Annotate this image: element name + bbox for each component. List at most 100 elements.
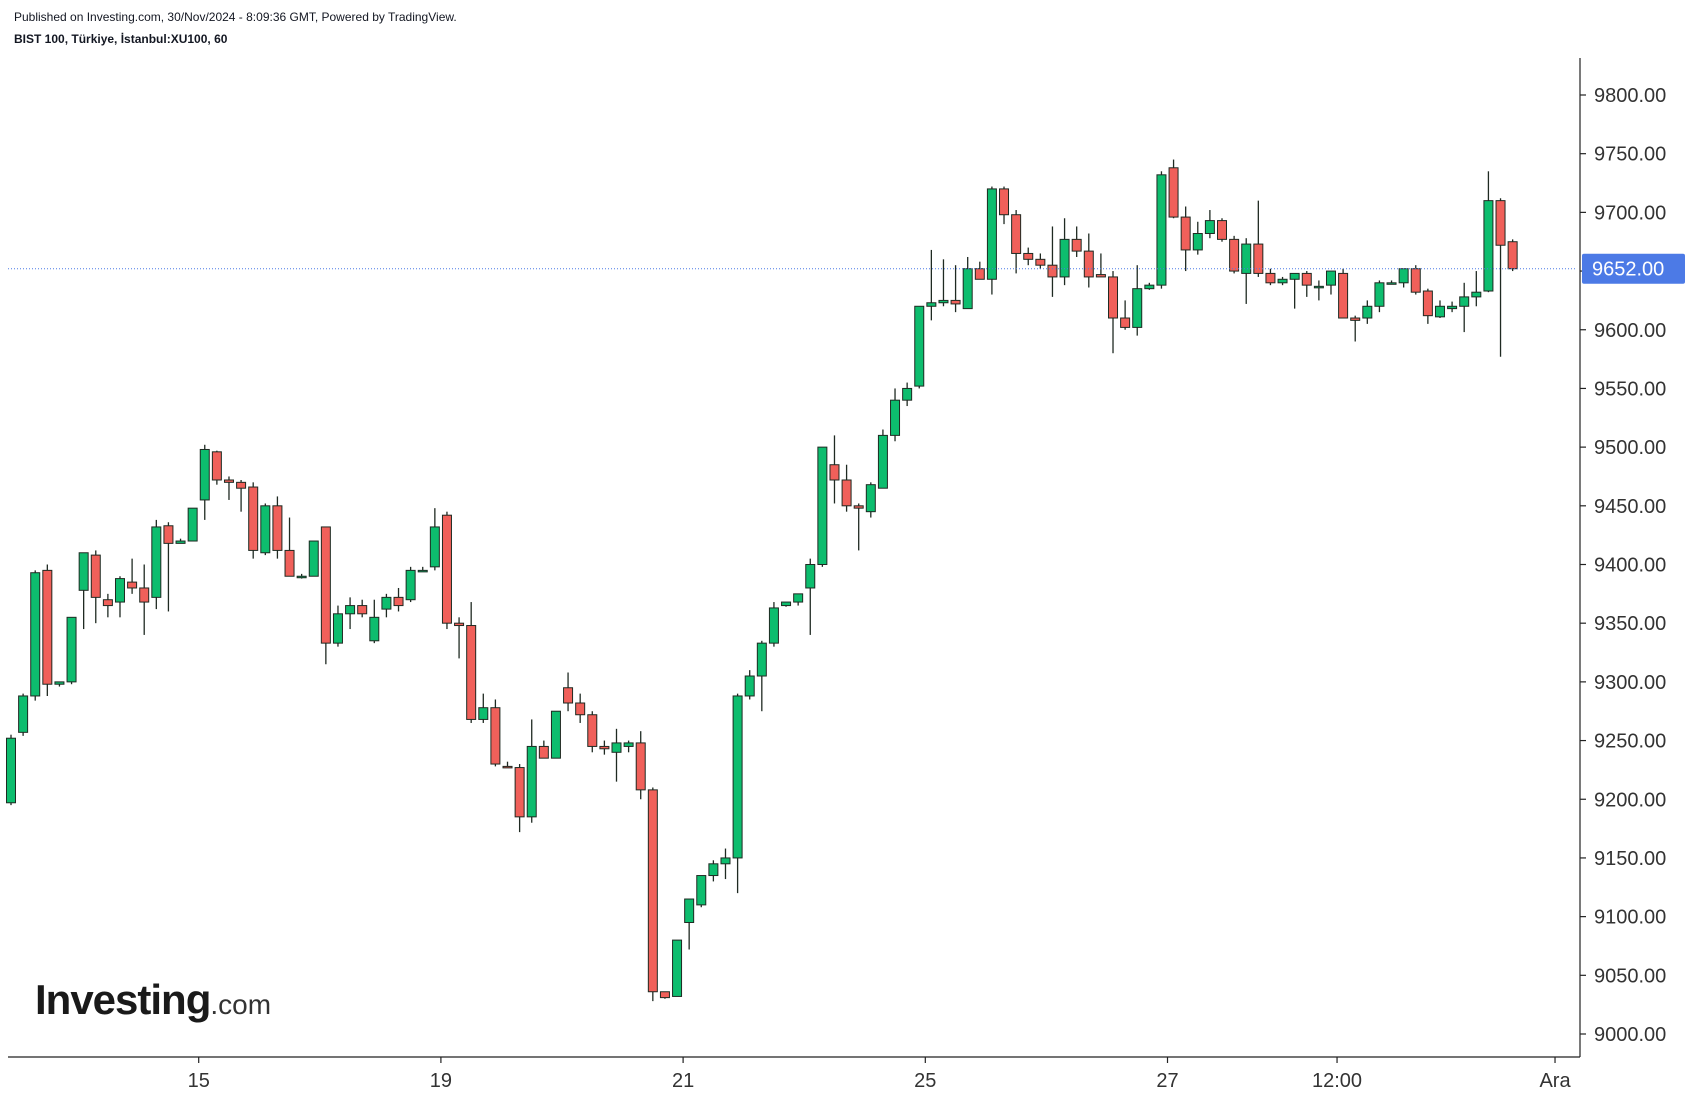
candle-body — [805, 564, 816, 589]
candle — [381, 593, 392, 618]
current-price-tag: 9652.00 — [1582, 253, 1685, 284]
candle — [114, 576, 125, 618]
candle-body — [1059, 238, 1070, 278]
price-tick-label: 9350.00 — [1594, 613, 1666, 635]
candle — [514, 764, 525, 833]
candle — [6, 734, 16, 806]
candle — [260, 503, 271, 556]
price-tick-label: 9150.00 — [1594, 848, 1666, 870]
candle-body — [877, 434, 888, 489]
candle-body — [1241, 243, 1252, 274]
current-price-tag-bg — [1582, 253, 1685, 284]
candle-body — [647, 789, 658, 993]
candle — [54, 681, 65, 687]
candle-body — [6, 737, 16, 804]
candle — [1289, 272, 1300, 309]
candle — [223, 476, 234, 500]
current-price-label: 9652.00 — [1592, 259, 1664, 281]
candle — [575, 693, 586, 723]
candles-layer — [6, 159, 1518, 1002]
candle-body — [986, 188, 997, 280]
candle — [405, 566, 416, 603]
candle — [1011, 210, 1022, 274]
candle-body — [720, 857, 731, 865]
candle — [877, 429, 888, 489]
candle — [805, 558, 816, 635]
candle — [1459, 282, 1470, 333]
time-tick-label: 12:00 — [1312, 1070, 1362, 1092]
candle — [672, 939, 683, 997]
candle — [720, 848, 731, 880]
price-tick-label: 9300.00 — [1594, 672, 1666, 694]
candle-body — [381, 596, 392, 610]
candle-body — [466, 625, 477, 720]
candle — [902, 382, 913, 407]
candle — [768, 602, 779, 647]
candle — [1386, 280, 1397, 285]
candle-body — [623, 742, 634, 747]
candle-body — [1277, 278, 1288, 284]
time-tick-label: 25 — [914, 1070, 936, 1092]
candle — [938, 259, 949, 307]
candle-body — [1362, 305, 1373, 319]
candle — [599, 740, 610, 755]
candle-body — [1023, 252, 1034, 260]
candle-body — [1229, 238, 1240, 272]
time-tick-label: 21 — [672, 1070, 694, 1092]
candle — [986, 186, 997, 295]
candle-body — [502, 765, 513, 769]
candle-body — [1047, 264, 1058, 278]
published-note: Published on Investing.com, 30/Nov/2024 … — [14, 10, 457, 24]
candle-body — [393, 596, 404, 607]
candle — [66, 616, 77, 685]
candle-body — [369, 616, 380, 642]
candle-body — [1289, 272, 1300, 280]
candle — [865, 482, 876, 518]
candle — [236, 479, 247, 512]
candle — [1277, 276, 1288, 286]
candle — [1168, 159, 1179, 219]
candle — [1035, 253, 1046, 269]
price-tick-label: 9550.00 — [1594, 378, 1666, 400]
candle-body — [211, 451, 222, 481]
candle-body — [914, 305, 925, 387]
candle — [357, 599, 368, 618]
candle — [1156, 171, 1167, 289]
candle-body — [1035, 258, 1046, 266]
candle-body — [1313, 285, 1324, 289]
candle — [1301, 271, 1312, 297]
candle-body — [1132, 288, 1143, 328]
candle — [30, 570, 41, 701]
candle-body — [829, 464, 840, 481]
candle — [441, 511, 452, 630]
candle-body — [1374, 282, 1385, 307]
candle — [102, 593, 113, 618]
candle — [890, 388, 901, 442]
price-tick-label: 9800.00 — [1594, 85, 1666, 107]
candle — [659, 991, 670, 999]
candle — [1483, 171, 1494, 293]
candle-body — [405, 569, 416, 601]
candle-body — [1204, 220, 1215, 235]
candle-body — [575, 702, 586, 716]
candle-body — [853, 505, 864, 509]
candle — [1083, 233, 1094, 288]
candle — [429, 508, 440, 571]
candle-body — [768, 607, 779, 644]
price-tick-label: 9050.00 — [1594, 965, 1666, 987]
candle-body — [163, 525, 174, 544]
candle — [332, 605, 343, 647]
candle-body — [744, 675, 755, 697]
candle — [478, 693, 489, 723]
candle-body — [332, 613, 343, 644]
candle-body — [526, 745, 537, 818]
candle-body — [42, 569, 53, 685]
candle — [417, 566, 428, 573]
candle-body — [538, 745, 549, 759]
price-tick-label: 9100.00 — [1594, 907, 1666, 929]
price-tick-label: 9450.00 — [1594, 496, 1666, 518]
time-tick-label: Ara — [1539, 1070, 1571, 1092]
candle — [1192, 221, 1203, 255]
candle-body — [926, 302, 937, 307]
